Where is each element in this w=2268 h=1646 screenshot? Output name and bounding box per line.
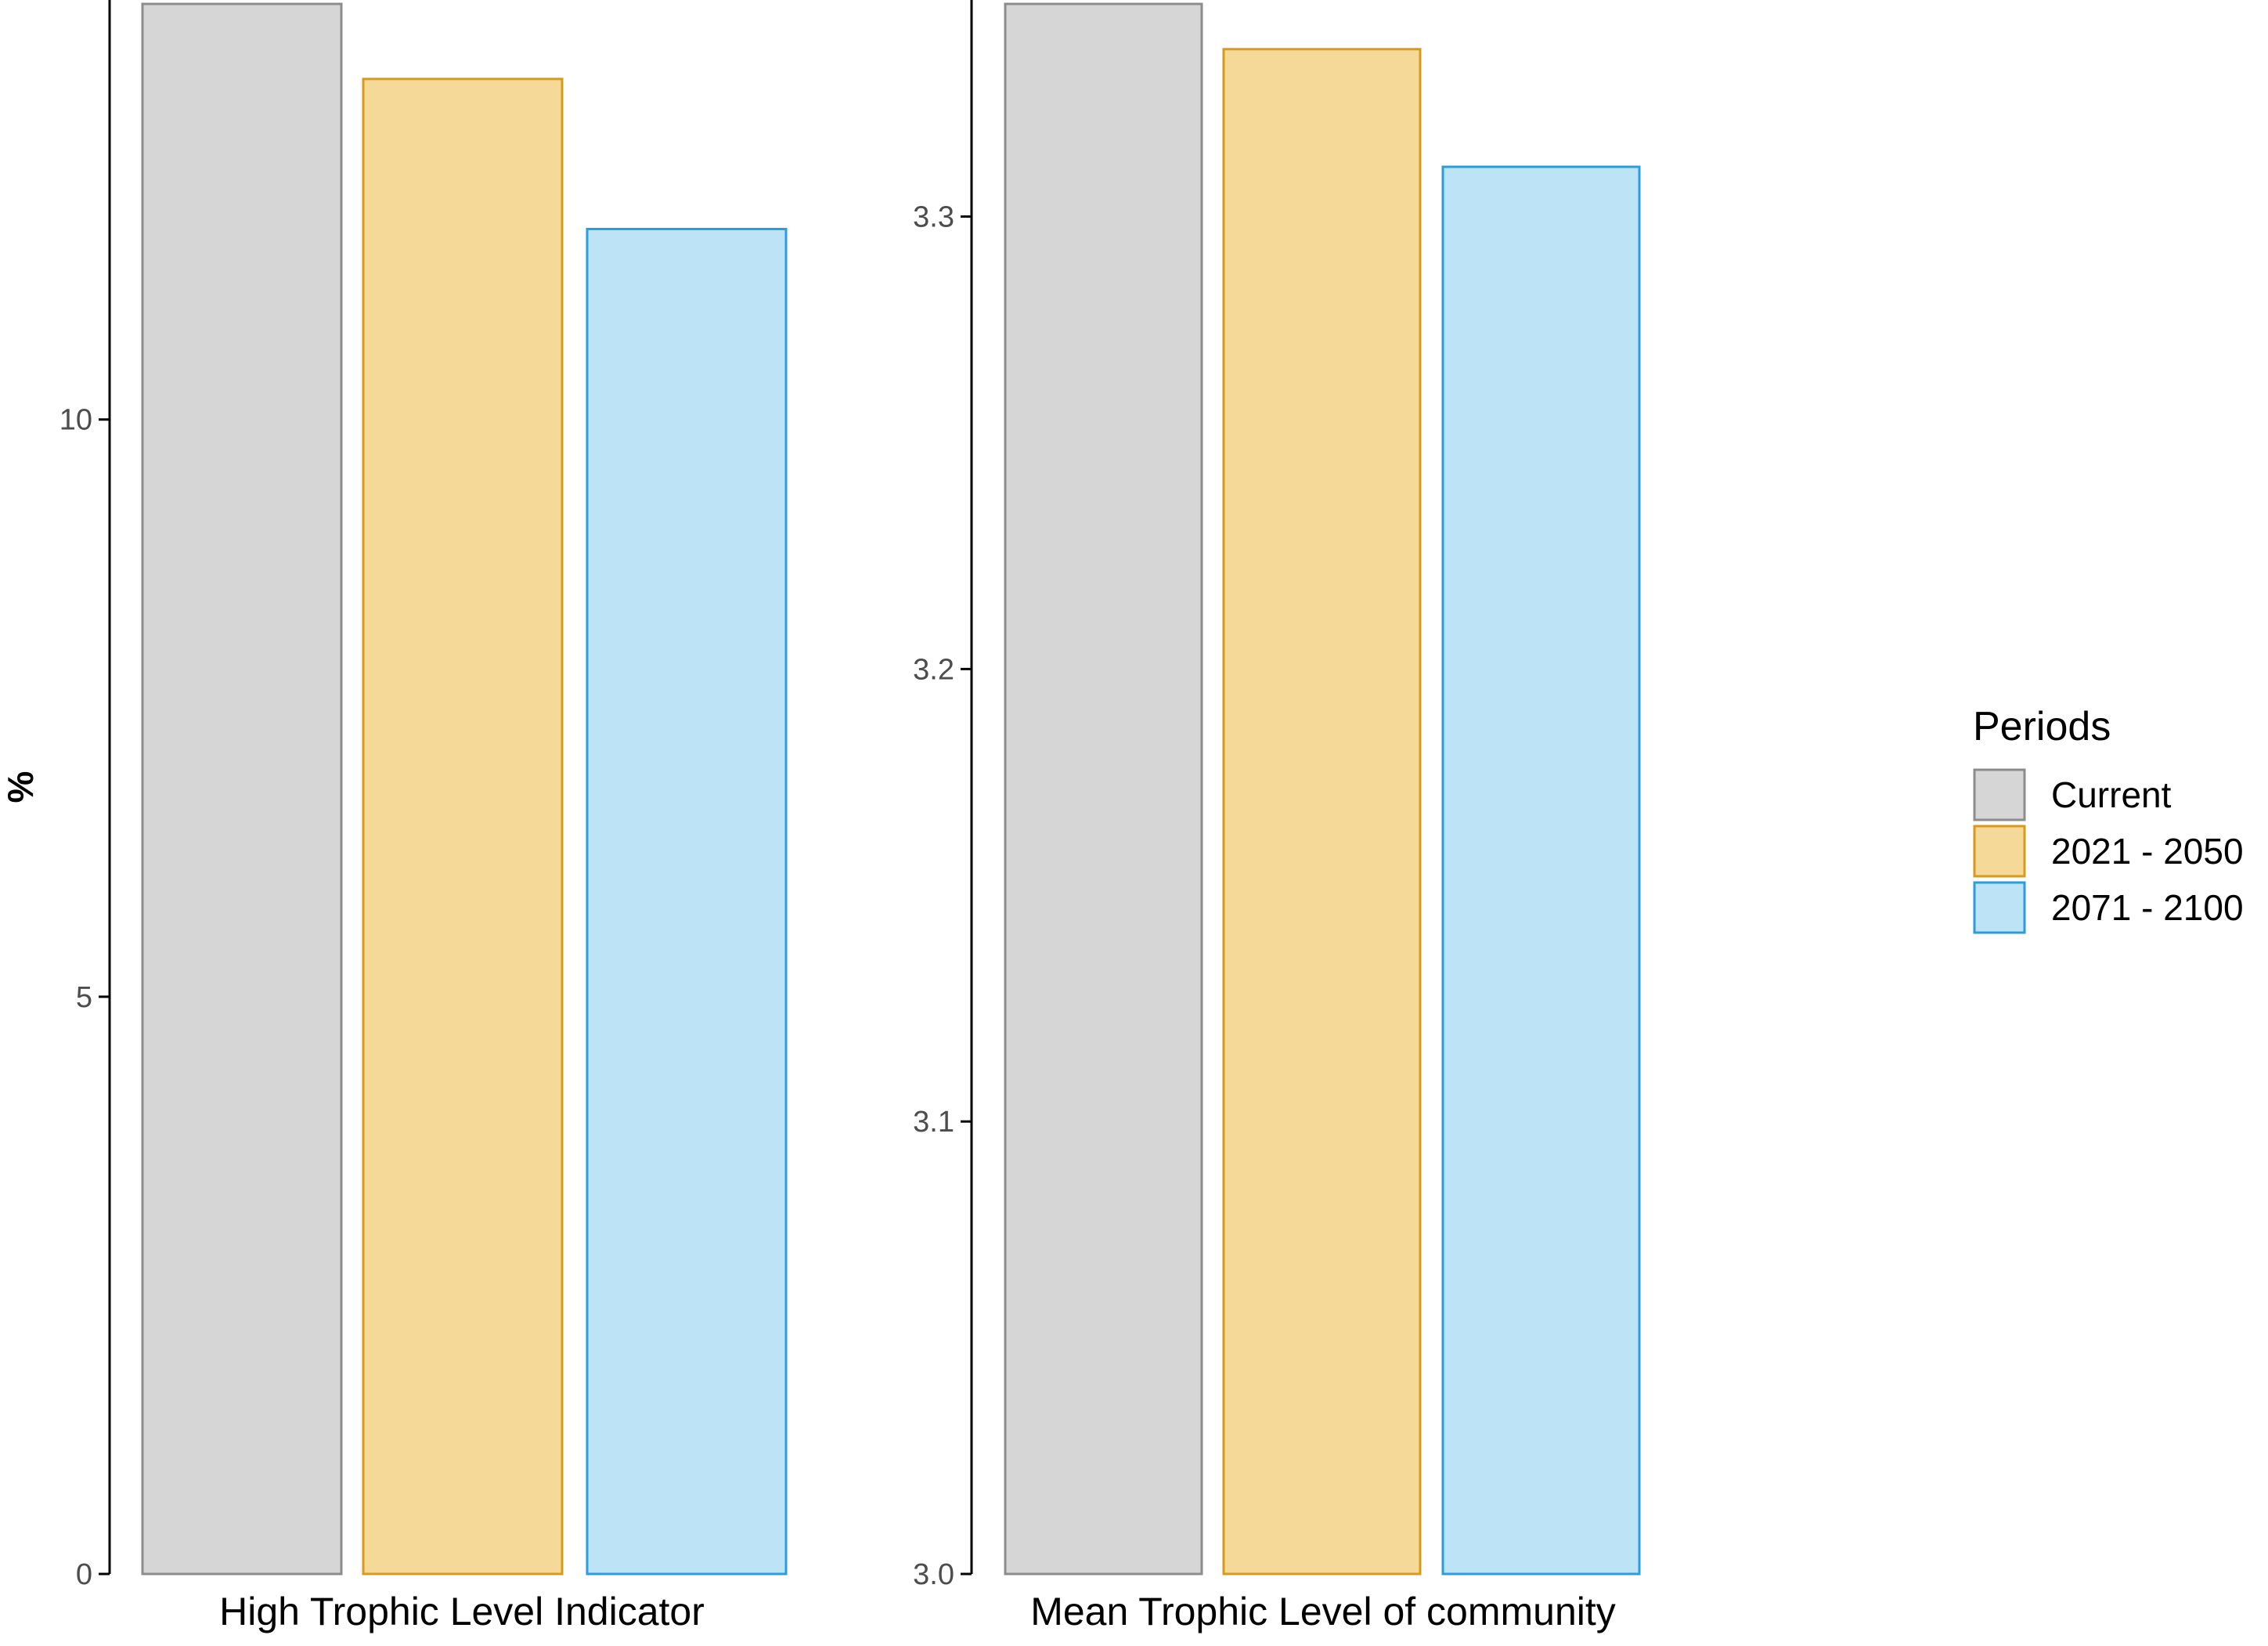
y-tick-label: 10 <box>59 404 92 437</box>
legend-key <box>1973 768 2026 821</box>
y-tick-label: 5 <box>76 981 92 1014</box>
x-axis-title: High Trophic Level Indicator <box>219 1590 705 1633</box>
legend-title: Periods <box>1973 704 2111 749</box>
legend: Periods Current 2021 - 2050 2071 - 2100 <box>1973 704 2244 934</box>
legend-key <box>1973 825 2026 878</box>
y-axis-title-group: % <box>0 771 41 803</box>
panel-mean-trophic-level: 3.0 3.1 3.2 3.3 Mean Trophic Level of commun… <box>913 0 1641 1633</box>
bar-2071-2100 <box>1441 165 1641 1576</box>
legend-label: Current <box>2051 774 2172 815</box>
bar-current <box>141 2 343 1576</box>
legend-label: 2071 - 2100 <box>2051 887 2244 928</box>
bar-2021-2050 <box>1222 48 1422 1576</box>
legend-key <box>1973 881 2026 934</box>
bar-2021-2050 <box>362 78 564 1576</box>
y-tick-label: 3.3 <box>913 201 954 234</box>
legend-label: 2021 - 2050 <box>2051 831 2244 872</box>
y-tick-label: 3.2 <box>913 653 954 686</box>
x-axis-title: Mean Trophic Level of community <box>1030 1590 1616 1633</box>
y-tick-label: 0 <box>76 1558 92 1591</box>
bar-2071-2100 <box>586 227 788 1576</box>
panel-high-trophic-level: 0 5 10 High Trophic Level Indicator <box>59 0 788 1633</box>
y-tick-label: 3.0 <box>913 1558 954 1591</box>
y-tick-label: 3.1 <box>913 1106 954 1139</box>
bar-current <box>1004 2 1203 1576</box>
y-axis-title: % <box>0 771 41 803</box>
